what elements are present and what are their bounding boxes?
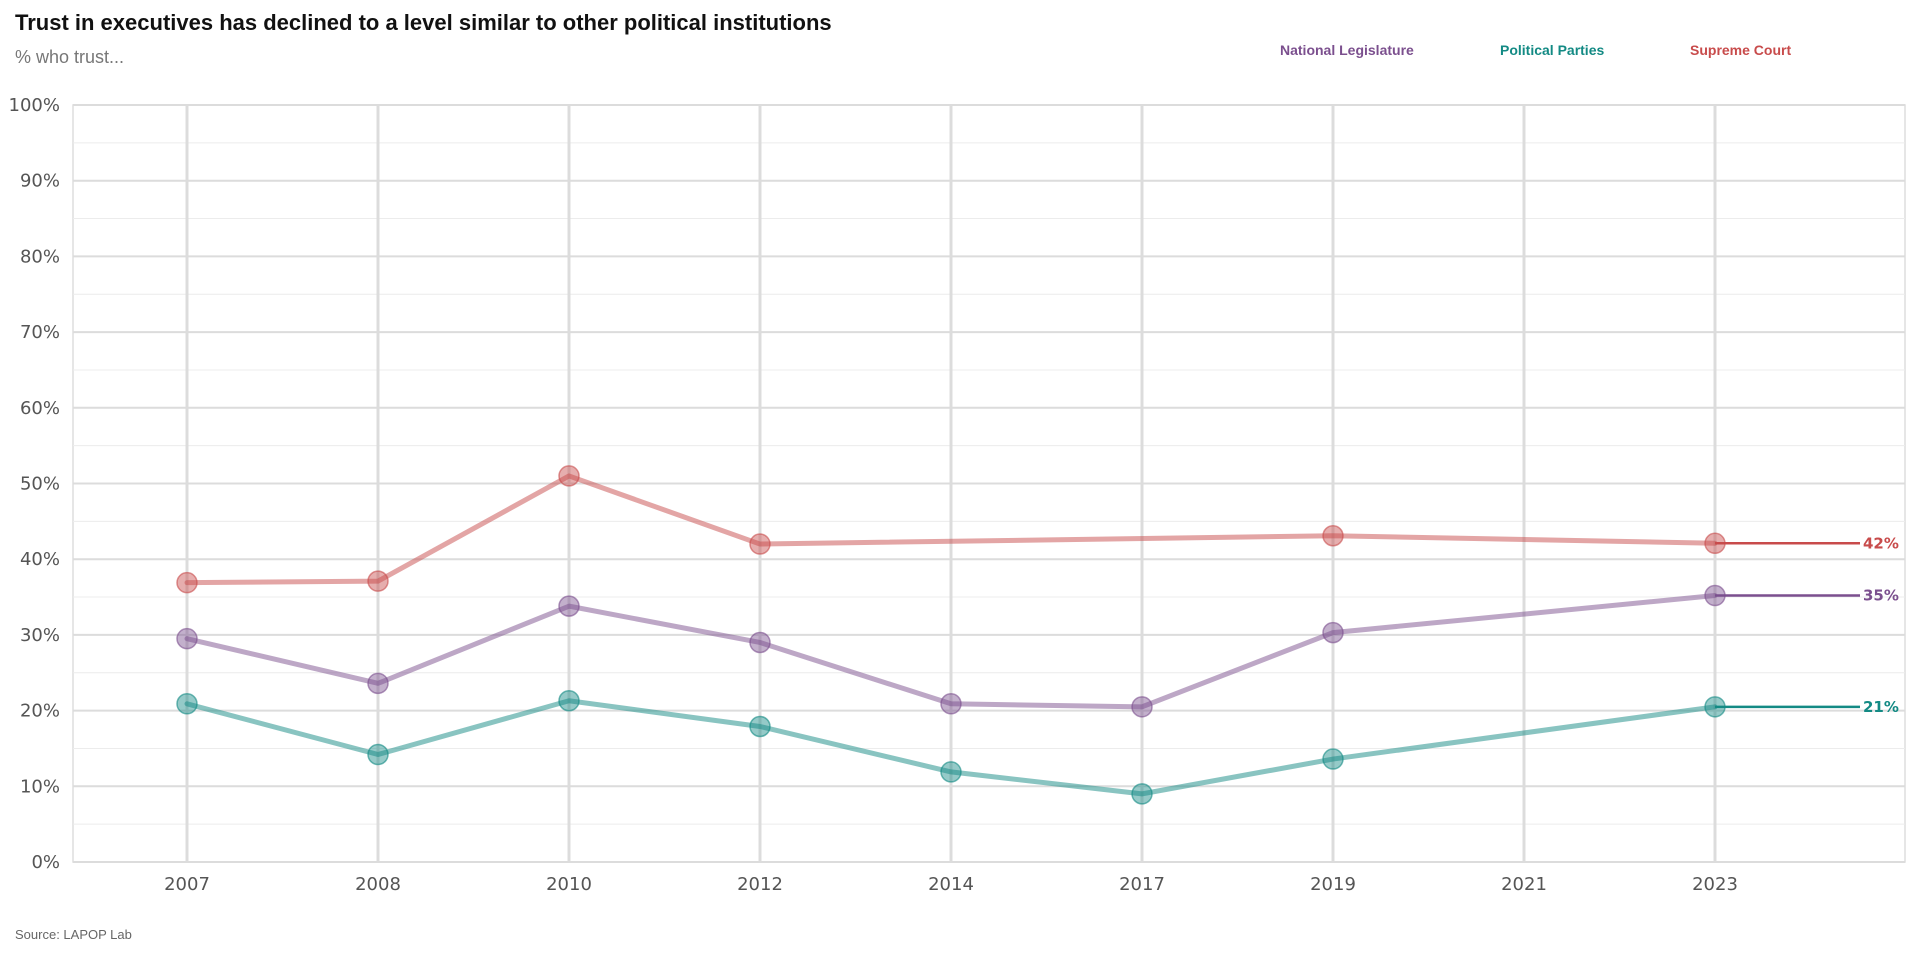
y-tick-label: 20% bbox=[20, 701, 60, 722]
data-point bbox=[176, 571, 198, 594]
series-line bbox=[184, 698, 1718, 797]
data-point bbox=[749, 631, 771, 654]
x-tick-label: 2010 bbox=[546, 874, 592, 895]
y-tick-label: 60% bbox=[20, 398, 60, 419]
data-point bbox=[1704, 584, 1726, 607]
data-point bbox=[1704, 696, 1726, 718]
data-point bbox=[749, 533, 771, 555]
data-point bbox=[558, 465, 580, 487]
x-tick-label: 2019 bbox=[1310, 874, 1356, 895]
data-point bbox=[1322, 621, 1344, 644]
x-tick-label: 2017 bbox=[1119, 874, 1165, 895]
y-tick-label: 90% bbox=[20, 171, 60, 192]
y-tick-label: 0% bbox=[31, 852, 60, 873]
series-line bbox=[184, 473, 1718, 586]
data-point bbox=[367, 570, 389, 592]
series-end-label: 21% bbox=[1863, 698, 1899, 716]
x-tick-label: 2007 bbox=[164, 874, 210, 895]
y-tick-label: 80% bbox=[20, 246, 60, 267]
chart-subtitle: % who trust... bbox=[15, 47, 125, 67]
y-tick-label: 10% bbox=[20, 776, 60, 797]
data-point bbox=[367, 672, 389, 695]
y-tick-label: 30% bbox=[20, 625, 60, 646]
y-tick-label: 70% bbox=[20, 322, 60, 343]
x-tick-label: 2023 bbox=[1692, 874, 1738, 895]
source-note: Source: LAPOP Lab bbox=[15, 927, 132, 942]
y-tick-label: 100% bbox=[9, 95, 60, 116]
series-end-label: 35% bbox=[1863, 587, 1899, 605]
x-tick-label: 2012 bbox=[737, 874, 783, 895]
x-tick-label: 2021 bbox=[1501, 874, 1547, 895]
data-point bbox=[176, 627, 198, 650]
data-point bbox=[1131, 783, 1153, 805]
x-tick-label: 2014 bbox=[928, 874, 974, 895]
data-point bbox=[749, 715, 771, 738]
data-point bbox=[940, 693, 962, 715]
data-point bbox=[176, 693, 198, 715]
data-point bbox=[1704, 532, 1726, 555]
data-point bbox=[558, 690, 580, 712]
y-tick-label: 40% bbox=[20, 549, 60, 570]
x-tick-label: 2008 bbox=[355, 874, 401, 895]
data-point bbox=[1131, 696, 1153, 718]
data-point bbox=[940, 761, 962, 783]
y-tick-label: 50% bbox=[20, 474, 60, 495]
chart-title: Trust in executives has declined to a le… bbox=[15, 10, 832, 35]
legend-supreme-court: Supreme Court bbox=[1690, 42, 1792, 58]
data-point bbox=[367, 743, 389, 766]
data-point bbox=[558, 595, 580, 617]
legend-political-parties: Political Parties bbox=[1500, 42, 1605, 58]
series-line bbox=[184, 593, 1718, 710]
data-point bbox=[1322, 748, 1344, 770]
series-end-label: 42% bbox=[1863, 534, 1899, 552]
legend-national-legislature: National Legislature bbox=[1280, 42, 1414, 58]
data-point bbox=[1322, 524, 1344, 547]
